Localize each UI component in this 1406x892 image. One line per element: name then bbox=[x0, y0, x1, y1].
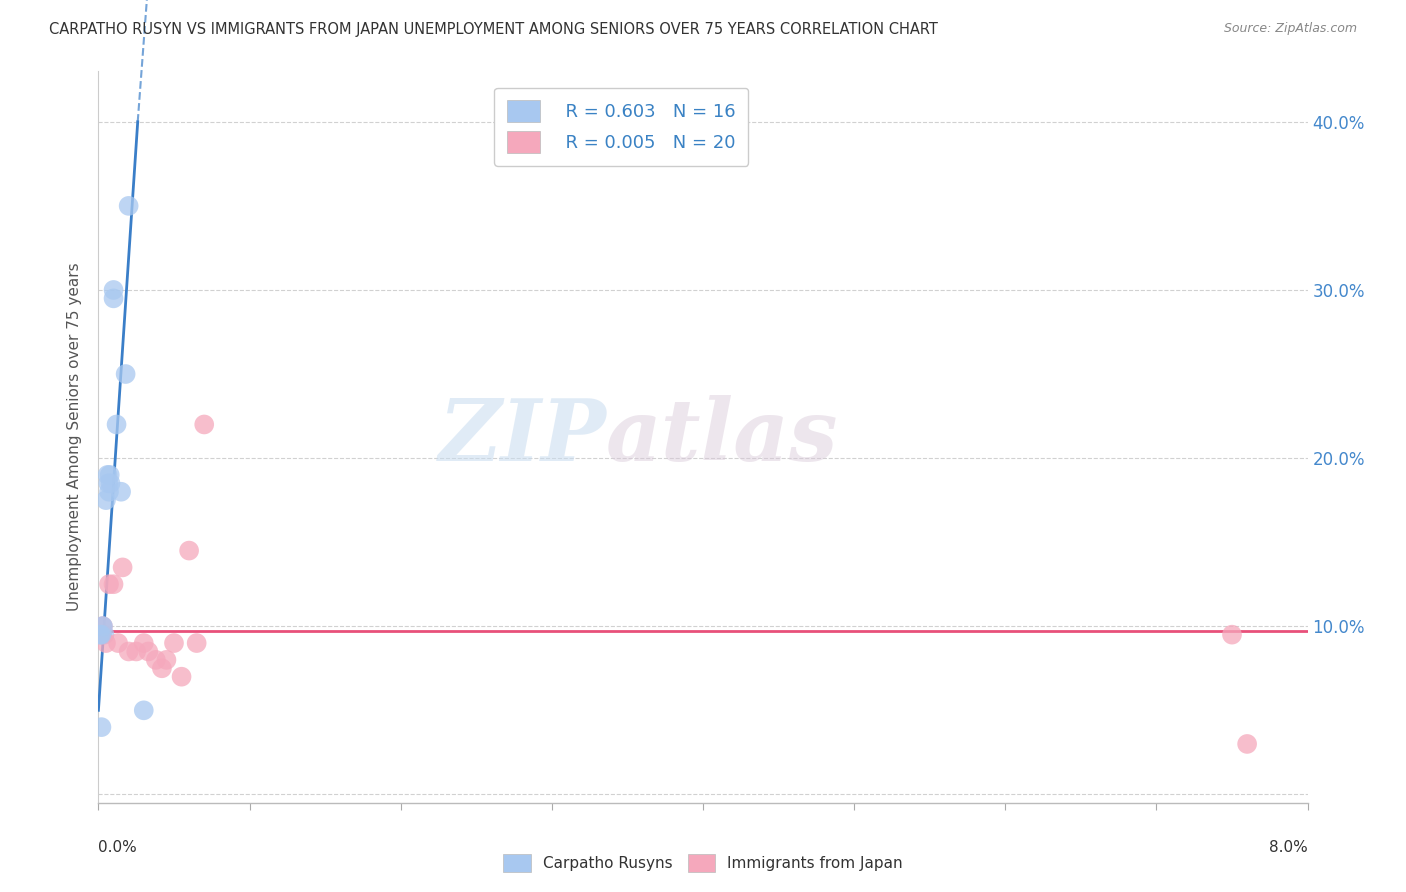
Y-axis label: Unemployment Among Seniors over 75 years: Unemployment Among Seniors over 75 years bbox=[67, 263, 83, 611]
Point bbox=[96, 467, 118, 482]
Point bbox=[179, 543, 201, 558]
Point bbox=[163, 636, 186, 650]
Point bbox=[89, 627, 111, 641]
Point bbox=[132, 703, 155, 717]
Point bbox=[98, 467, 121, 482]
Point bbox=[103, 291, 125, 305]
Text: 8.0%: 8.0% bbox=[1268, 839, 1308, 855]
Point bbox=[111, 560, 134, 574]
Point bbox=[114, 367, 136, 381]
Point bbox=[193, 417, 215, 432]
Point bbox=[90, 720, 112, 734]
Point bbox=[100, 476, 122, 491]
Text: 0.0%: 0.0% bbox=[98, 839, 138, 855]
Point bbox=[94, 493, 117, 508]
Point bbox=[98, 484, 121, 499]
Point bbox=[103, 577, 125, 591]
Point bbox=[186, 636, 208, 650]
Point bbox=[125, 644, 148, 658]
Point bbox=[145, 653, 167, 667]
Point bbox=[91, 627, 114, 641]
Point bbox=[150, 661, 173, 675]
Point bbox=[91, 619, 114, 633]
Point bbox=[136, 644, 159, 658]
Point bbox=[118, 644, 141, 658]
Point bbox=[97, 476, 120, 491]
Point bbox=[103, 283, 125, 297]
Point bbox=[118, 199, 141, 213]
Text: ZIP: ZIP bbox=[439, 395, 606, 479]
Point bbox=[110, 484, 132, 499]
Point bbox=[90, 627, 112, 641]
Text: atlas: atlas bbox=[606, 395, 839, 479]
Point bbox=[94, 636, 117, 650]
Point bbox=[105, 417, 128, 432]
Point bbox=[91, 619, 114, 633]
Legend: Carpatho Rusyns, Immigrants from Japan: Carpatho Rusyns, Immigrants from Japan bbox=[495, 846, 911, 880]
Point bbox=[93, 627, 115, 641]
Text: Source: ZipAtlas.com: Source: ZipAtlas.com bbox=[1223, 22, 1357, 36]
Point bbox=[107, 636, 129, 650]
Point bbox=[1220, 627, 1243, 641]
Point bbox=[155, 653, 177, 667]
Point bbox=[170, 670, 193, 684]
Point bbox=[132, 636, 155, 650]
Legend:   R = 0.603   N = 16,   R = 0.005   N = 20: R = 0.603 N = 16, R = 0.005 N = 20 bbox=[495, 87, 748, 166]
Text: CARPATHO RUSYN VS IMMIGRANTS FROM JAPAN UNEMPLOYMENT AMONG SENIORS OVER 75 YEARS: CARPATHO RUSYN VS IMMIGRANTS FROM JAPAN … bbox=[49, 22, 938, 37]
Point bbox=[98, 577, 121, 591]
Point bbox=[1236, 737, 1258, 751]
Point bbox=[91, 619, 114, 633]
